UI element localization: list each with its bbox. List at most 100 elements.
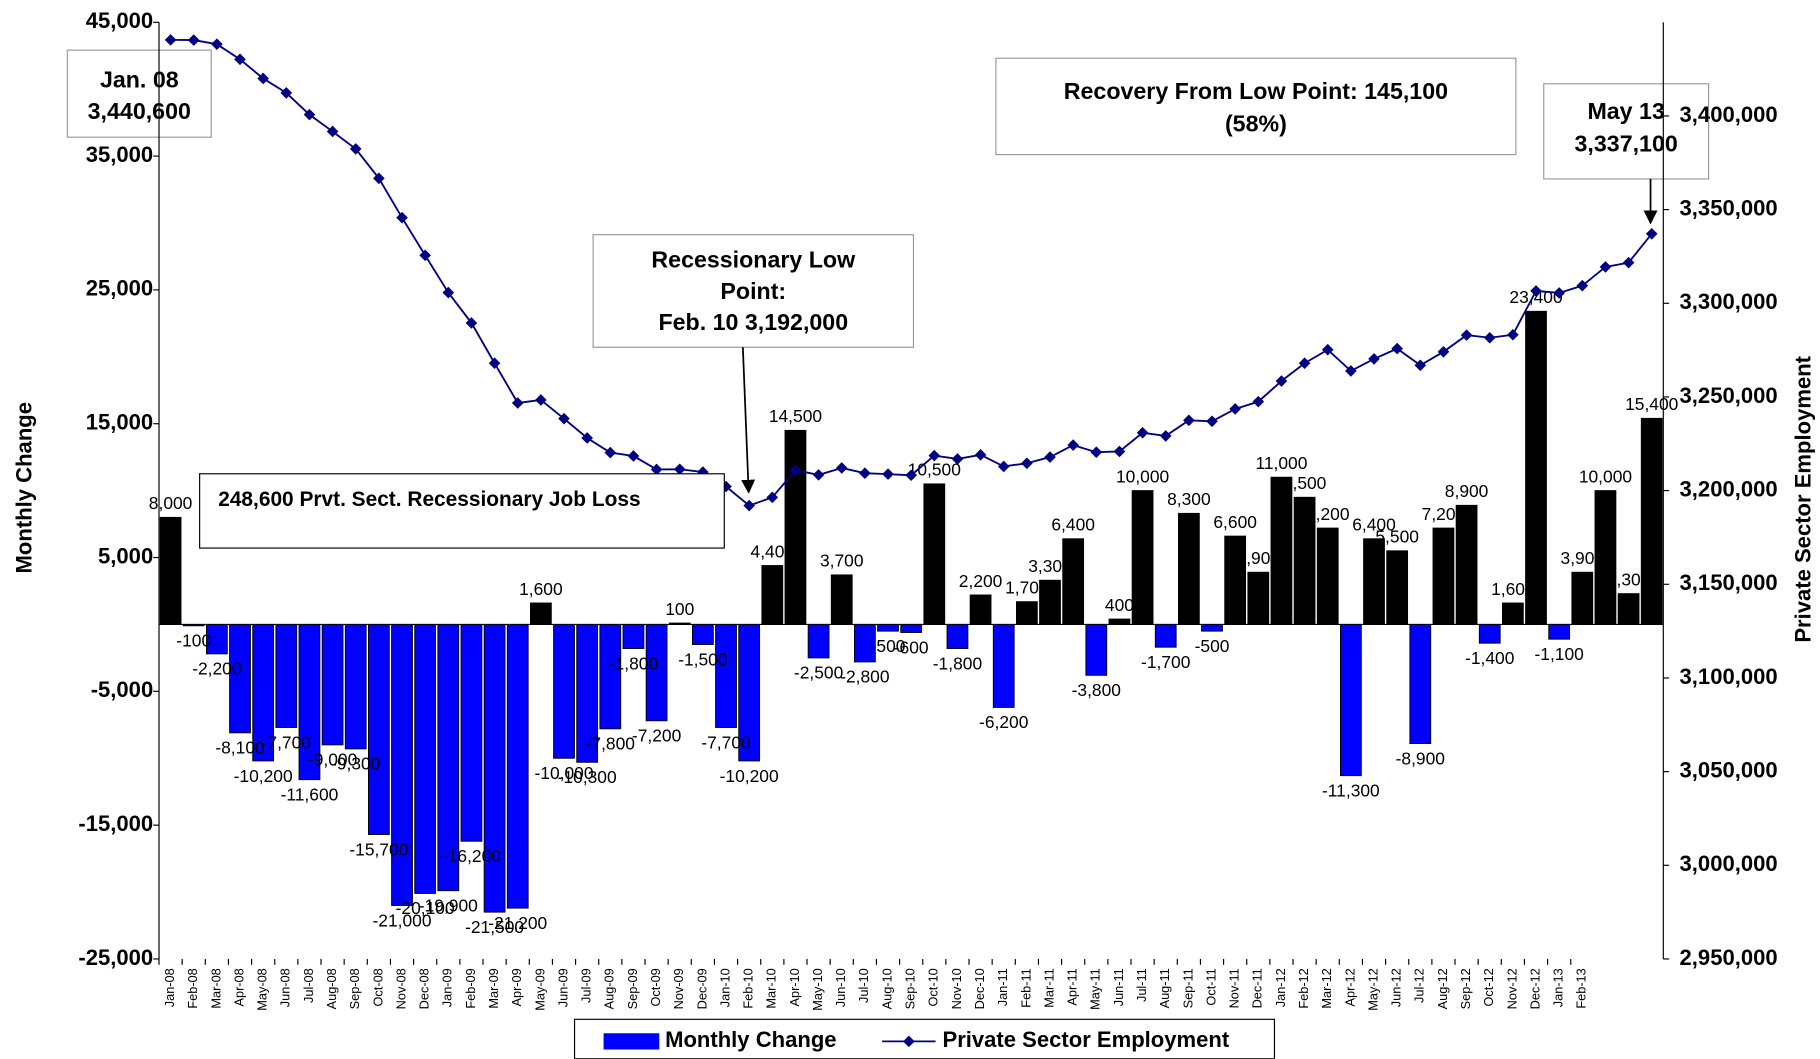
x-tick-label: Jun-11 [1111,968,1126,1006]
bar [599,623,622,730]
y2-tick-label: 3,150,000 [1680,570,1778,595]
data-label: 6,600 [1213,512,1257,532]
marker [859,467,871,479]
annotation-text: Point: [720,278,786,304]
data-label: 1,700 [1005,578,1049,598]
bar [1154,623,1177,648]
bar [344,623,367,750]
data-label: 2,300 [1607,569,1651,589]
bar [298,623,321,781]
x-tick-label: Feb-08 [185,968,200,1008]
x-tick-label: Feb-11 [1018,968,1033,1007]
marker [234,53,246,66]
marker [187,34,200,46]
annotation-text: (58%) [1225,111,1287,137]
bar [1247,571,1270,625]
bar [992,623,1015,708]
data-label: 7,200 [1422,504,1466,524]
bar [1386,550,1409,625]
annotation-text: Jan. 08 [100,67,179,93]
bar [691,623,714,645]
bar [1015,601,1038,625]
marker [349,143,362,155]
data-label: -2,800 [840,667,889,687]
arrow [741,347,756,494]
annotation-text: 3,440,600 [88,98,191,124]
x-tick-label: Mar-10 [764,968,779,1008]
data-label: -7,700 [262,732,311,752]
x-tick-label: Mar-08 [208,968,223,1008]
legend-swatch [603,1033,660,1050]
marker [951,453,964,465]
data-label: 7,200 [1306,504,1350,524]
bar [321,623,344,746]
bar [1270,476,1293,625]
bar [252,623,275,762]
marker [1298,357,1311,370]
marker [650,463,663,476]
data-label: -2,200 [192,659,241,679]
y2-tick-label: 3,000,000 [1680,851,1778,876]
bar [738,623,761,762]
bar [1224,535,1247,625]
bar [715,623,737,728]
x-tick-label: Apr-09 [509,968,524,1006]
x-tick-label: Oct-11 [1203,968,1218,1005]
marker [280,87,293,99]
marker [1599,261,1612,273]
marker [488,357,501,370]
x-tick-label: May-08 [255,968,270,1011]
data-label: -7,700 [701,732,750,752]
bar [645,623,668,722]
marker [1067,439,1079,451]
bar [1316,527,1339,625]
x-tick-label: Jan-11 [995,968,1010,1006]
x-tick-label: Dec-08 [417,968,432,1009]
data-label: -3,800 [1072,680,1121,700]
marker [581,432,593,444]
data-label: -11,300 [1322,780,1380,800]
y2-tick-label: 3,300,000 [1680,289,1778,314]
x-tick-label: Feb-13 [1574,968,1589,1008]
data-label: -8,100 [215,738,264,758]
annotation-box [66,49,212,138]
bar [1409,623,1432,744]
marker [974,449,987,461]
data-label: -10,200 [720,766,779,786]
bar [576,623,599,763]
bar [1571,571,1594,625]
x-tick-label: Jan-08 [162,968,177,1007]
data-label: 9,500 [1283,473,1327,493]
data-label: -21,200 [488,913,547,933]
marker [535,394,547,406]
marker [604,446,617,459]
annotation-box [995,57,1517,156]
y-tick-label: 15,000 [86,410,153,435]
x-tick-label: Aug-12 [1435,968,1450,1009]
bar [1432,527,1455,625]
data-label: 14,500 [769,406,822,426]
bar [483,623,506,913]
bar [1478,623,1501,644]
bar [159,516,182,625]
annotation-text: 248,600 Prvt. Sect. Recessionary Job Los… [218,488,640,511]
data-label: -1,800 [609,653,658,673]
marker [465,317,478,329]
x-tick-label: Mar-11 [1041,968,1056,1007]
x-tick-label: Jul-11 [1134,968,1149,1002]
data-label: -9,000 [308,750,357,770]
bar [668,622,691,625]
x-tick-label: Jul-10 [856,968,871,1003]
marker [905,469,917,482]
bar [877,623,899,632]
x-tick-label: May-10 [810,968,825,1011]
marker [1113,445,1126,458]
x-tick-label: Mar-09 [486,968,501,1008]
data-label: 400 [1105,595,1134,615]
bar [1201,623,1223,632]
marker [303,108,316,121]
data-label: -1,400 [1465,648,1514,668]
x-tick-label: Apr-08 [231,968,246,1006]
annotation-box [199,473,725,549]
